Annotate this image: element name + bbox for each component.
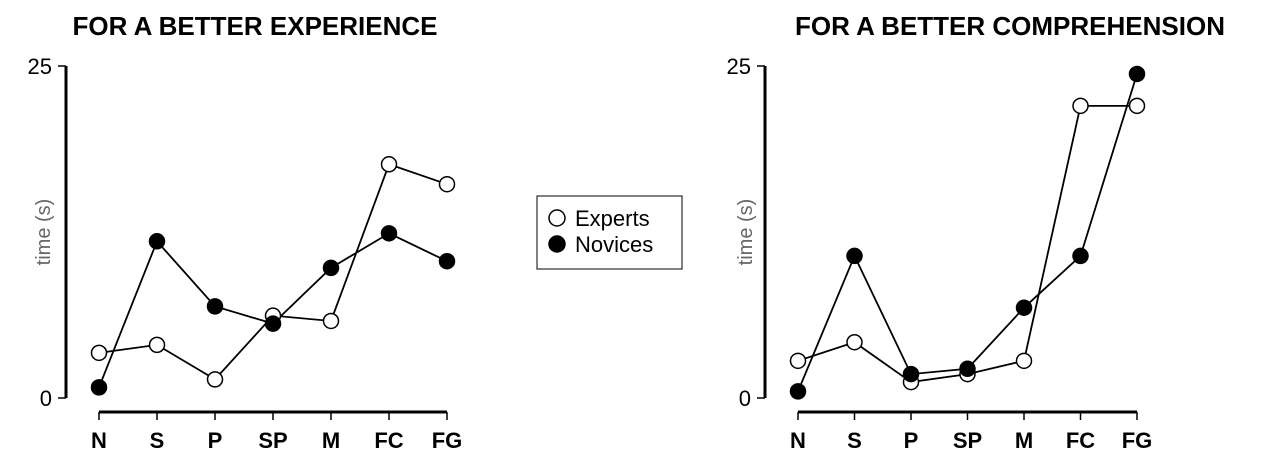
data-point-experts [148, 336, 166, 354]
data-point-novices [90, 379, 108, 396]
chart-title: FOR A BETTER COMPREHENSION [795, 11, 1225, 41]
data-point-experts [789, 352, 807, 370]
x-tick-label: N [790, 428, 806, 453]
data-point-novices [789, 383, 807, 400]
data-point-novices [206, 298, 224, 315]
data-point-novices [264, 315, 282, 332]
data-point-novices [148, 233, 166, 250]
data-point-novices [1128, 65, 1146, 83]
x-tick-label: SP [953, 428, 982, 453]
data-point-experts [438, 175, 456, 193]
legend-label-experts: Experts [575, 206, 650, 231]
data-point-experts [380, 156, 398, 173]
x-tick-label: FC [1066, 428, 1095, 453]
data-point-experts [1072, 97, 1089, 115]
chart-comprehension: FOR A BETTER COMPREHENSION time (s) 0 25 N… [727, 11, 1225, 453]
data-point-experts [1128, 97, 1146, 115]
y-tick-label: 0 [739, 386, 751, 411]
data-point-novices [902, 365, 920, 383]
legend-box [536, 195, 683, 270]
data-point-novices [438, 252, 456, 270]
data-point-novices [322, 259, 340, 277]
legend-marker-experts [548, 209, 566, 227]
x-tick-label: S [150, 428, 165, 453]
legend-marker-novices [548, 235, 566, 253]
data-point-experts [90, 344, 108, 362]
x-tick-label: S [847, 428, 862, 453]
data-point-experts [846, 333, 863, 351]
x-tick-label: P [904, 428, 919, 453]
data-point-novices [846, 247, 863, 265]
data-point-experts [206, 371, 224, 388]
data-point-experts [322, 312, 340, 330]
x-tick-label: M [322, 428, 340, 453]
data-point-novices [1015, 299, 1033, 316]
chart-title: FOR A BETTER EXPERIENCE [72, 11, 437, 41]
x-tick-label: FC [374, 428, 403, 453]
legend: Experts Novices [536, 195, 683, 270]
data-point-novices [1072, 247, 1089, 265]
y-tick-label: 0 [40, 386, 52, 411]
x-tick-label: N [91, 428, 107, 453]
y-axis-label: time (s) [735, 199, 757, 266]
legend-label-novices: Novices [575, 232, 653, 257]
data-point-novices [380, 225, 398, 242]
x-tick-label: M [1015, 428, 1033, 453]
y-axis-label: time (s) [33, 199, 55, 266]
y-tick-label: 25 [727, 54, 751, 79]
x-tick-label: SP [258, 428, 287, 453]
data-point-experts [1015, 352, 1033, 370]
x-tick-label: FG [1122, 428, 1153, 453]
x-tick-label: P [208, 428, 223, 453]
x-tick-label: FG [432, 428, 463, 453]
y-tick-label: 25 [28, 54, 52, 79]
data-point-novices [959, 360, 976, 378]
